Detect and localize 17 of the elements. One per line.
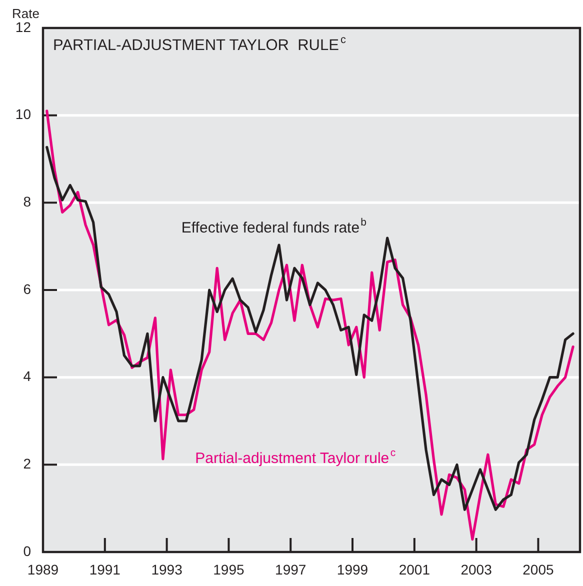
- x-tick-label: 2003: [460, 561, 492, 578]
- y-tick-label: 10: [15, 106, 32, 122]
- x-tick-label: 1997: [275, 561, 306, 578]
- y-tick-label: 2: [23, 456, 32, 472]
- y-axis-title: Rate: [12, 6, 40, 21]
- y-tick-label: 6: [23, 280, 32, 297]
- x-tick-label: 1993: [151, 561, 183, 578]
- y-tick-label: 8: [23, 194, 32, 210]
- x-tick-label: 2005: [522, 561, 554, 578]
- x-tick-label: 1995: [213, 561, 244, 578]
- x-tick-label: 1989: [27, 561, 59, 578]
- x-tick-label: 1999: [336, 561, 368, 578]
- y-tick-label: 0: [23, 542, 32, 559]
- y-tick-label: 12: [15, 18, 32, 35]
- x-tick-label: 2001: [398, 561, 430, 578]
- y-tick-label: 4: [23, 368, 32, 384]
- x-tick-label: 1991: [89, 561, 121, 578]
